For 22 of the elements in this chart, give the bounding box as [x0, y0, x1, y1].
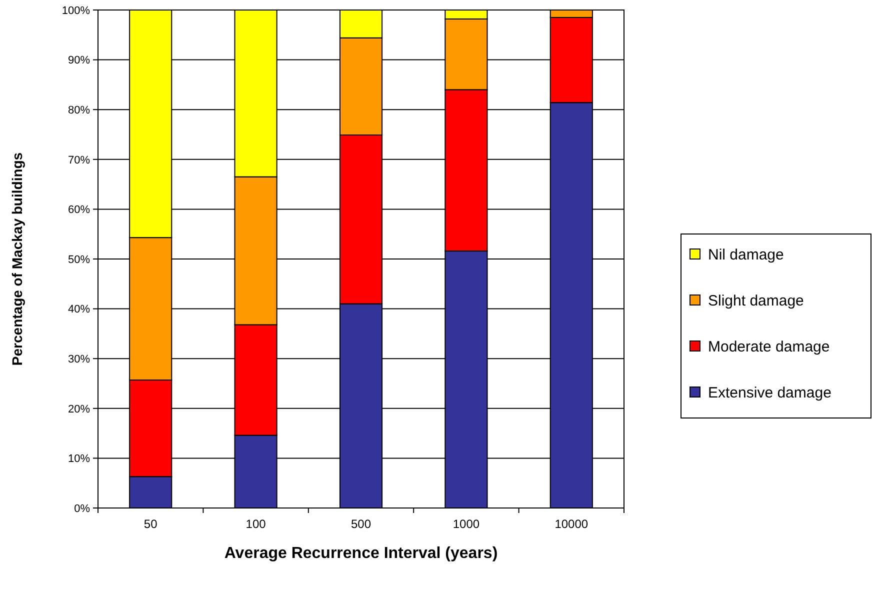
x-tick-label: 50 [144, 517, 158, 531]
y-tick-label: 60% [68, 204, 90, 216]
y-tick-label: 40% [68, 304, 90, 316]
y-tick-label: 20% [68, 403, 90, 416]
legend-label: Moderate damage [708, 338, 830, 356]
x-axis-title: Average Recurrence Interval (years) [224, 545, 498, 562]
y-axis-title: Percentage of Mackay buildings [9, 152, 25, 366]
y-tick-label: 10% [68, 453, 90, 466]
y-tick-label: 0% [74, 502, 90, 515]
x-tick-label: 100 [246, 517, 266, 531]
y-tick-label: 30% [68, 353, 90, 366]
x-tick-label: 1000 [452, 517, 480, 531]
x-tick-label: 10000 [554, 517, 588, 531]
legend-label: Slight damage [708, 292, 804, 310]
y-tick-label: 100% [62, 4, 90, 17]
y-tick-label: 80% [68, 104, 90, 116]
y-tick-label: 90% [68, 54, 90, 67]
legend-label: Nil damage [708, 246, 784, 264]
y-tick-label: 50% [68, 254, 90, 266]
x-tick-label: 500 [350, 517, 372, 531]
y-tick-label: 70% [68, 154, 90, 166]
legend-label: Extensive damage [708, 384, 832, 402]
